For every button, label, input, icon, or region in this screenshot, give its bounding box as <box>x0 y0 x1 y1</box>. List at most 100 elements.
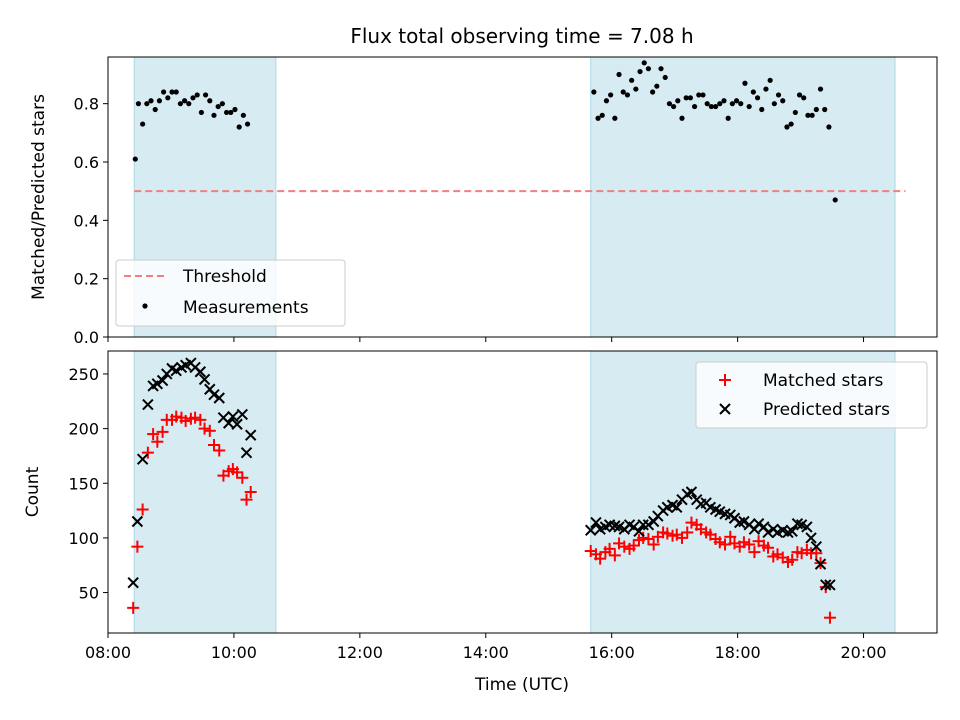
measurement-point <box>721 98 727 104</box>
measurement-point <box>608 92 614 98</box>
measurement-point <box>666 101 673 107</box>
y-tick-label: 0.4 <box>74 211 99 230</box>
predicted-star-point <box>642 519 655 531</box>
threshold-legend-label: Threshold <box>182 267 267 287</box>
matched-star-point <box>819 581 832 594</box>
measurement-point <box>784 124 790 130</box>
x-tick-label: 08:00 <box>85 643 131 662</box>
measurement-point <box>612 115 618 121</box>
predicted-legend-label: Predicted stars <box>763 400 890 420</box>
bottom-y-axis-label: Count <box>23 466 43 517</box>
x-tick-label: 16:00 <box>589 643 635 662</box>
measurement-point <box>809 112 815 118</box>
measurement-point <box>207 98 213 104</box>
measurement-point <box>805 112 811 118</box>
measurement-point <box>211 112 217 118</box>
measurement-point <box>132 156 138 162</box>
measurement-point <box>675 98 681 104</box>
measurement-point <box>687 95 693 101</box>
measurement-point <box>223 109 230 116</box>
measurement-point <box>696 92 702 98</box>
y-tick-label: 0.6 <box>74 153 99 172</box>
measurement-point <box>144 101 150 107</box>
top-x-ticks <box>107 337 865 342</box>
measurement-point <box>826 124 832 130</box>
measurement-point <box>202 92 209 98</box>
y-tick-label: 50 <box>79 584 99 603</box>
bottom-legend: Matched stars Predicted stars <box>695 361 928 429</box>
predicted-star-point <box>231 418 243 430</box>
matched-star-point <box>762 541 775 554</box>
y-tick-label: 0.0 <box>74 328 99 347</box>
measurement-point <box>629 77 635 83</box>
predicted-star-point <box>198 373 211 386</box>
matched-star-point <box>676 531 689 544</box>
measurement-point <box>813 106 819 113</box>
matched-star-point <box>151 435 164 448</box>
y-tick-label: 0.2 <box>74 270 99 289</box>
matched-star-point <box>198 422 211 435</box>
measurement-point <box>156 98 163 104</box>
measurement-point <box>637 68 643 75</box>
measurement-point <box>194 92 200 98</box>
measurement-point <box>691 103 698 110</box>
matched-legend-swatch <box>719 374 731 386</box>
measurement-point <box>796 92 803 98</box>
measurement-point <box>244 121 251 127</box>
measurement-point <box>725 115 731 121</box>
matched-star-point <box>823 611 836 624</box>
y-tick-label: 150 <box>68 474 99 493</box>
x-tick-label: 20:00 <box>840 643 886 662</box>
measurement-point <box>832 197 838 203</box>
measurement-point <box>738 101 744 107</box>
top-legend-box <box>115 259 346 327</box>
predicted-star-point <box>685 486 698 498</box>
predicted-star-point <box>633 525 645 538</box>
measurement-point <box>822 106 828 113</box>
bottom-x-ticks: 08:00 10:00 12:00 14:00 16:00 18:00 20:00 <box>85 633 887 662</box>
matched-legend-label: Matched stars <box>763 371 883 391</box>
measurement-point <box>801 95 807 101</box>
predicted-star-point <box>585 524 597 536</box>
predicted-star-point <box>170 364 182 377</box>
matched-star-point <box>213 444 226 457</box>
matched-star-point <box>810 547 823 560</box>
measurement-point <box>658 66 664 72</box>
measurement-point <box>700 92 706 98</box>
matched-star-point <box>194 413 207 426</box>
matched-star-point <box>179 414 192 427</box>
measurement-point <box>775 92 782 98</box>
matched-star-point <box>156 425 169 438</box>
matched-star-point <box>724 530 737 543</box>
matched-star-point <box>786 553 799 566</box>
predicted-star-point <box>824 579 836 591</box>
predicted-star-point <box>801 521 813 533</box>
predicted-star-point <box>236 408 249 421</box>
measurement-point <box>717 101 723 107</box>
matched-star-point <box>685 516 698 529</box>
y-tick-label: 250 <box>68 365 99 384</box>
predicted-star-point <box>590 516 602 529</box>
matched-star-point <box>141 446 154 459</box>
measurement-point <box>236 124 242 130</box>
measurement-point <box>599 112 605 118</box>
measurement-point <box>633 86 639 92</box>
predicted-star-point <box>805 532 817 544</box>
matched-star-point <box>203 424 216 437</box>
measurement-point <box>683 95 689 101</box>
top-panel: 0.00.20.40.60.8 Matched/Predicted stars … <box>29 56 938 347</box>
measurement-points <box>132 60 838 203</box>
predicted-star-point <box>213 392 225 404</box>
x-tick-label: 18:00 <box>715 643 761 662</box>
x-axis-label: Time (UTC) <box>474 675 569 695</box>
predicted-legend-swatch <box>719 403 731 415</box>
matched-star-point <box>244 486 257 498</box>
measurement-point <box>763 86 769 92</box>
measurement-point <box>792 109 798 116</box>
measurement-point <box>190 95 196 101</box>
measurement-point <box>712 103 719 110</box>
matched-star-point <box>627 539 640 552</box>
matched-star-point <box>743 538 756 551</box>
measurement-point <box>704 101 710 107</box>
matched-star-point <box>127 601 140 614</box>
